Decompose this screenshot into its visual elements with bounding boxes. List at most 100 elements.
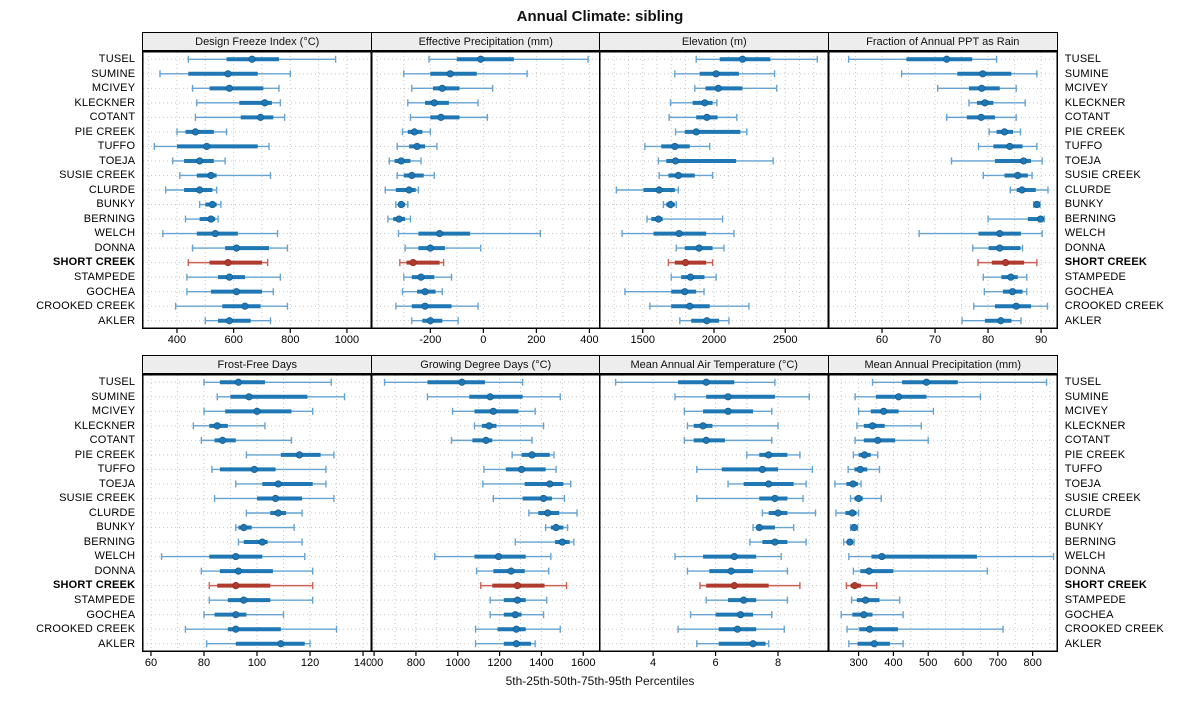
site-label: SUSIE CREEK [59,492,136,505]
site-label: KLECKNER [1064,419,1126,432]
plot-mean-annual-precipitation: 300 400 500 600 700 800 [827,374,1058,668]
site-label: TUSEL [1064,53,1102,66]
svg-text:1000: 1000 [335,334,359,345]
svg-text:600: 600 [954,657,972,668]
site-label: MCIVEY [1064,405,1109,418]
site-label: BERNING [1064,212,1117,225]
site-label: TUFFO [1064,463,1103,476]
site-label: SUSIE CREEK [1064,169,1141,182]
site-label: COTANT [1064,434,1111,447]
site-label: CLURDE [1064,183,1112,196]
svg-text:400: 400 [580,334,598,345]
site-label: SUMINE [1064,390,1109,403]
site-label: DONNA [1064,564,1106,577]
site-label: SHORT CREEK [1064,256,1148,269]
svg-text:140: 140 [354,657,372,668]
svg-text:800: 800 [406,657,424,668]
site-label: BERNING [83,212,136,225]
chart-title: Annual Climate: sibling [516,8,684,25]
site-label: PIE CREEK [74,125,136,138]
plot-mean-annual-air-temperature: 4 6 8 [599,374,830,668]
site-label: CLURDE [88,506,136,519]
site-label: STAMPEDE [1064,270,1127,283]
site-label: TOEJA [98,477,136,490]
strip-label-elevation: Elevation (m) [599,32,830,51]
strip-label-design-freeze-index: Design Freeze Index (°C) [142,32,373,51]
site-label: PIE CREEK [1064,448,1126,461]
site-label: DONNA [94,564,136,577]
site-label: TOEJA [98,154,136,167]
site-label: KLECKNER [74,96,136,109]
site-label: STAMPEDE [73,593,136,606]
site-label: WELCH [1064,227,1106,240]
site-label: MCIVEY [91,82,136,95]
plot-frost-free-days: 60 80 100 120 140 [142,374,373,668]
site-label: CLURDE [1064,506,1112,519]
site-label: AKLER [1064,637,1102,650]
site-label: CROOKED CREEK [1064,623,1164,636]
svg-text:1600: 1600 [571,657,595,668]
site-label: SUSIE CREEK [1064,492,1141,505]
svg-text:800: 800 [1023,657,1041,668]
site-label: MCIVEY [91,405,136,418]
site-label: TUFFO [1064,140,1103,153]
panel-effective-precipitation: Effective Precipitation (mm) -200 0 200 400 [370,32,601,345]
svg-text:700: 700 [988,657,1006,668]
panel-row-top: TUSEL SUMINE MCIVEY KLECKNER COTANT PIE CREEK… [0,32,1200,345]
site-label: AKLER [98,314,136,327]
svg-text:2000: 2000 [702,334,726,345]
site-label: BUNKY [1064,521,1104,534]
svg-text:80: 80 [982,334,994,345]
svg-text:600: 600 [225,334,243,345]
site-label: SHORT CREEK [52,256,136,269]
panel-frost-free-days: Frost-Free Days 60 80 100 120 140 [142,355,373,668]
svg-text:100: 100 [248,657,266,668]
site-label: WELCH [94,550,136,563]
site-label: AKLER [1064,314,1102,327]
strip-label-mean-annual-precipitation: Mean Annual Precipitation (mm) [827,355,1058,374]
site-label: CROOKED CREEK [36,300,136,313]
site-label: TUFFO [97,140,136,153]
site-label: PIE CREEK [1064,125,1126,138]
panel-design-freeze-index: Design Freeze Index (°C) 400 600 800 1000 [142,32,373,345]
panel-row-bottom: TUSEL SUMINE MCIVEY KLECKNER COTANT PIE CREEK… [0,355,1200,668]
site-label: GOCHEA [86,285,136,298]
panel-mean-annual-air-temperature: Mean Annual Air Temperature (°C) 4 6 8 [599,355,830,668]
plot-elevation: 1500 2000 2500 [599,51,830,345]
svg-text:120: 120 [301,657,319,668]
site-label: WELCH [1064,550,1106,563]
svg-text:1000: 1000 [445,657,469,668]
site-label: GOCHEA [86,608,136,621]
site-label: TUFFO [97,463,136,476]
svg-text:8: 8 [775,657,781,668]
site-label: COTANT [89,434,136,447]
svg-text:60: 60 [876,334,888,345]
site-label: BUNKY [96,521,136,534]
panel-elevation: Elevation (m) 1500 2000 2500 [599,32,830,345]
site-label: WELCH [94,227,136,240]
panels-top: Design Freeze Index (°C) 400 600 800 1000 E… [142,32,1058,345]
site-label: MCIVEY [1064,82,1109,95]
svg-text:1200: 1200 [487,657,511,668]
site-label: TUSEL [1064,376,1102,389]
site-label: SUMINE [91,67,136,80]
svg-text:4: 4 [650,657,656,668]
svg-text:800: 800 [281,334,299,345]
plot-effective-precipitation: -200 0 200 400 [370,51,601,345]
site-label: BUNKY [1064,198,1104,211]
site-label: COTANT [1064,111,1111,124]
svg-text:400: 400 [168,334,186,345]
svg-text:6: 6 [713,657,719,668]
site-label: TOEJA [1064,477,1102,490]
svg-text:60: 60 [145,657,157,668]
svg-text:400: 400 [884,657,902,668]
svg-text:600: 600 [371,657,383,668]
plot-growing-degree-days: 600 800 1000 1200 1400 1600 [370,374,601,668]
plot-design-freeze-index: 400 600 800 1000 [142,51,373,345]
site-labels-left-bottom: TUSEL SUMINE MCIVEY KLECKNER COTANT PIE CREEK… [4,355,142,651]
site-label: BERNING [1064,535,1117,548]
site-labels-right-bottom: TUSEL SUMINE MCIVEY KLECKNER COTANT PIE CREEK… [1058,355,1196,651]
site-label: AKLER [98,637,136,650]
strip-label-fraction-ppt-rain: Fraction of Annual PPT as Rain [827,32,1058,51]
